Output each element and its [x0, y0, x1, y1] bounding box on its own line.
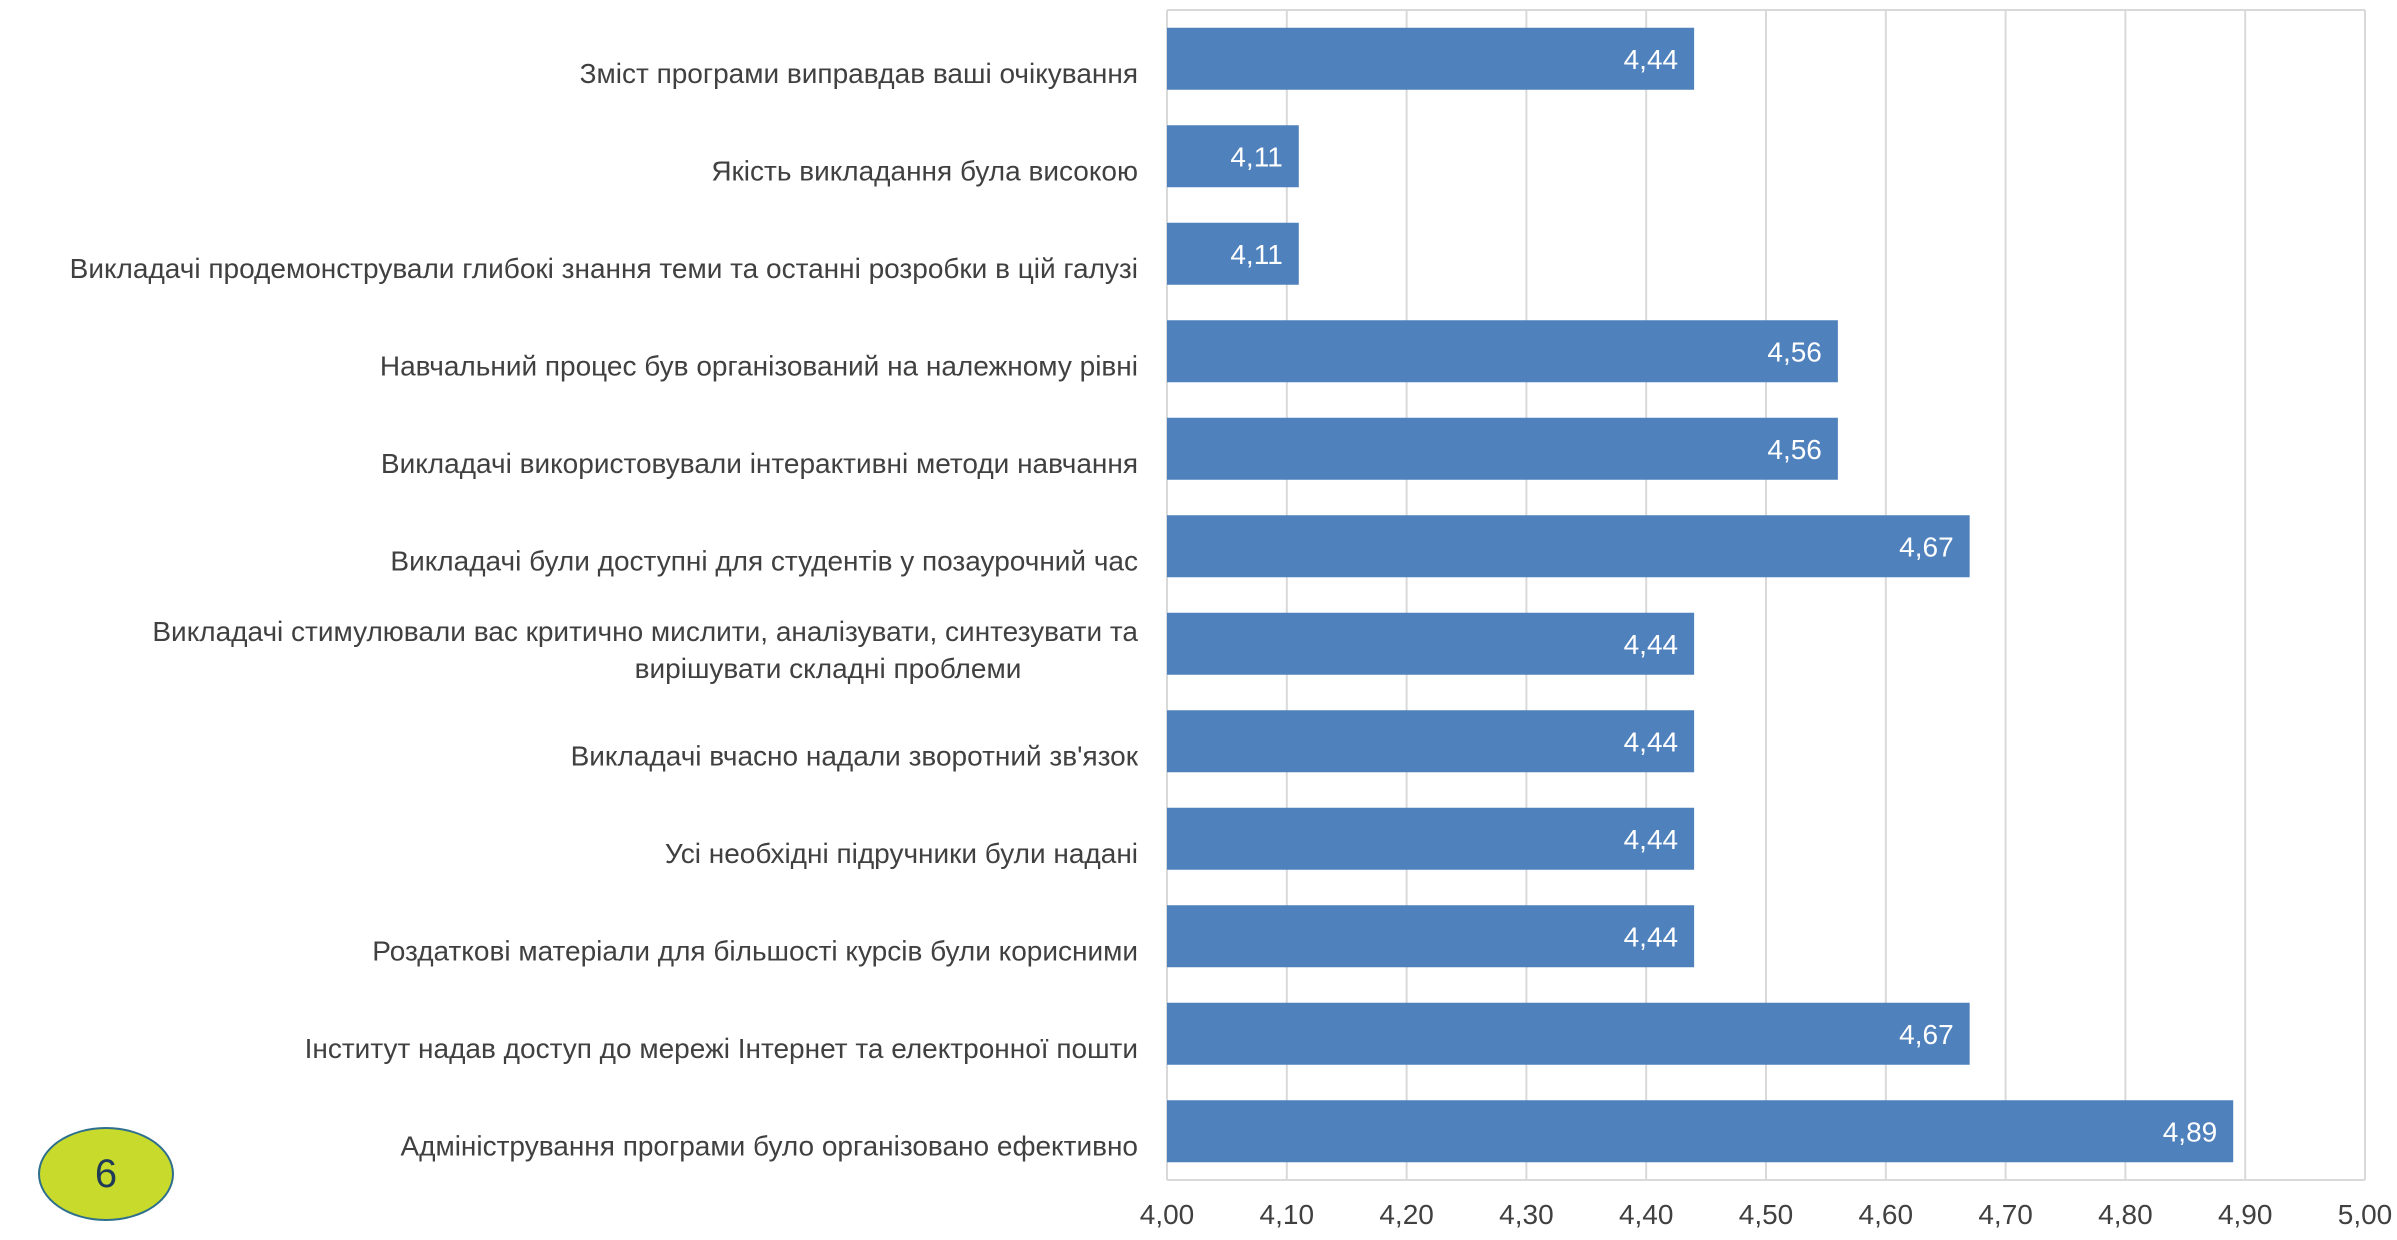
bar-3 [1167, 320, 1838, 383]
bar-2 [1167, 222, 1299, 285]
x-tick-label-6: 4,60 [1859, 1199, 1914, 1230]
data-label-2: 4,11 [1230, 239, 1282, 270]
data-label-1: 4,11 [1230, 141, 1282, 172]
data-label-5: 4,67 [1899, 531, 1954, 562]
category-label-0: Зміст програми виправдав ваші очікування [580, 58, 1138, 89]
x-tick-label-5: 4,50 [1739, 1199, 1794, 1230]
bar-9 [1167, 905, 1695, 968]
category-label-6: Викладачі стимулювали вас критично мисли… [152, 616, 1138, 684]
category-label-9: Роздаткові матеріали для більшості курсі… [372, 935, 1138, 966]
x-tick-label-8: 4,80 [2098, 1199, 2153, 1230]
x-tick-label-0: 4,00 [1140, 1199, 1195, 1230]
gridlines [1166, 9, 2366, 1181]
bar-10 [1167, 1002, 1970, 1065]
data-labels: 4,44 4,11 4,11 4,56 4,56 4,67 4,44 4,44 4,44 4,44… [1230, 44, 2217, 1148]
x-tick-label-4: 4,40 [1619, 1199, 1674, 1230]
bar-8 [1167, 807, 1695, 870]
category-label-11: Адміністрування програми було організова… [400, 1130, 1138, 1161]
data-label-3: 4,56 [1767, 336, 1822, 367]
x-tick-label-2: 4,20 [1379, 1199, 1434, 1230]
bar-4 [1167, 417, 1838, 480]
data-label-9: 4,44 [1624, 921, 1679, 952]
x-tick-label-7: 4,70 [1978, 1199, 2033, 1230]
category-label-1: Якість викладання була високою [711, 155, 1138, 186]
data-label-8: 4,44 [1624, 824, 1679, 855]
category-label-2: Викладачі продемонстрували глибокі знанн… [70, 253, 1138, 284]
x-tick-label-3: 4,30 [1499, 1199, 1554, 1230]
category-label-6-line-1: вирішувати складні проблеми [635, 653, 1022, 684]
data-label-11: 4,89 [2163, 1116, 2218, 1147]
x-tick-label-10: 5,00 [2338, 1199, 2393, 1230]
page-number-badge: 6 [38, 1127, 174, 1221]
bar-1 [1167, 125, 1299, 188]
category-label-5: Викладачі були доступні для студентів у … [390, 545, 1138, 576]
category-label-4: Викладачі використовували інтерактивні м… [381, 448, 1138, 479]
data-label-7: 4,44 [1624, 726, 1679, 757]
category-label-8: Усі необхідні підручники були надані [665, 838, 1138, 869]
data-label-0: 4,44 [1624, 44, 1679, 75]
data-label-6: 4,44 [1624, 629, 1679, 660]
bar-6 [1167, 612, 1695, 675]
bar-11 [1167, 1100, 2234, 1163]
category-label-6-line-0: Викладачі стимулювали вас критично мисли… [152, 616, 1138, 647]
x-axis-tick-labels: 4,00 4,10 4,20 4,30 4,40 4,50 4,60 4,70 4,80 4,90… [1140, 1199, 2393, 1230]
x-tick-label-9: 4,90 [2218, 1199, 2273, 1230]
category-label-10: Інститут надав доступ до мережі Інтернет… [305, 1033, 1138, 1064]
category-label-7: Викладачі вчасно надали зворотний зв'язо… [571, 740, 1139, 771]
data-label-4: 4,56 [1767, 434, 1822, 465]
category-labels: Зміст програми виправдав ваші очікування… [70, 58, 1139, 1162]
bar-0 [1167, 27, 1695, 90]
bar-5 [1167, 515, 1970, 578]
category-label-3: Навчальний процес був організований на н… [380, 350, 1138, 381]
x-tick-label-1: 4,10 [1260, 1199, 1315, 1230]
data-label-10: 4,67 [1899, 1019, 1954, 1050]
bar-7 [1167, 710, 1695, 773]
bars [1167, 27, 2234, 1163]
